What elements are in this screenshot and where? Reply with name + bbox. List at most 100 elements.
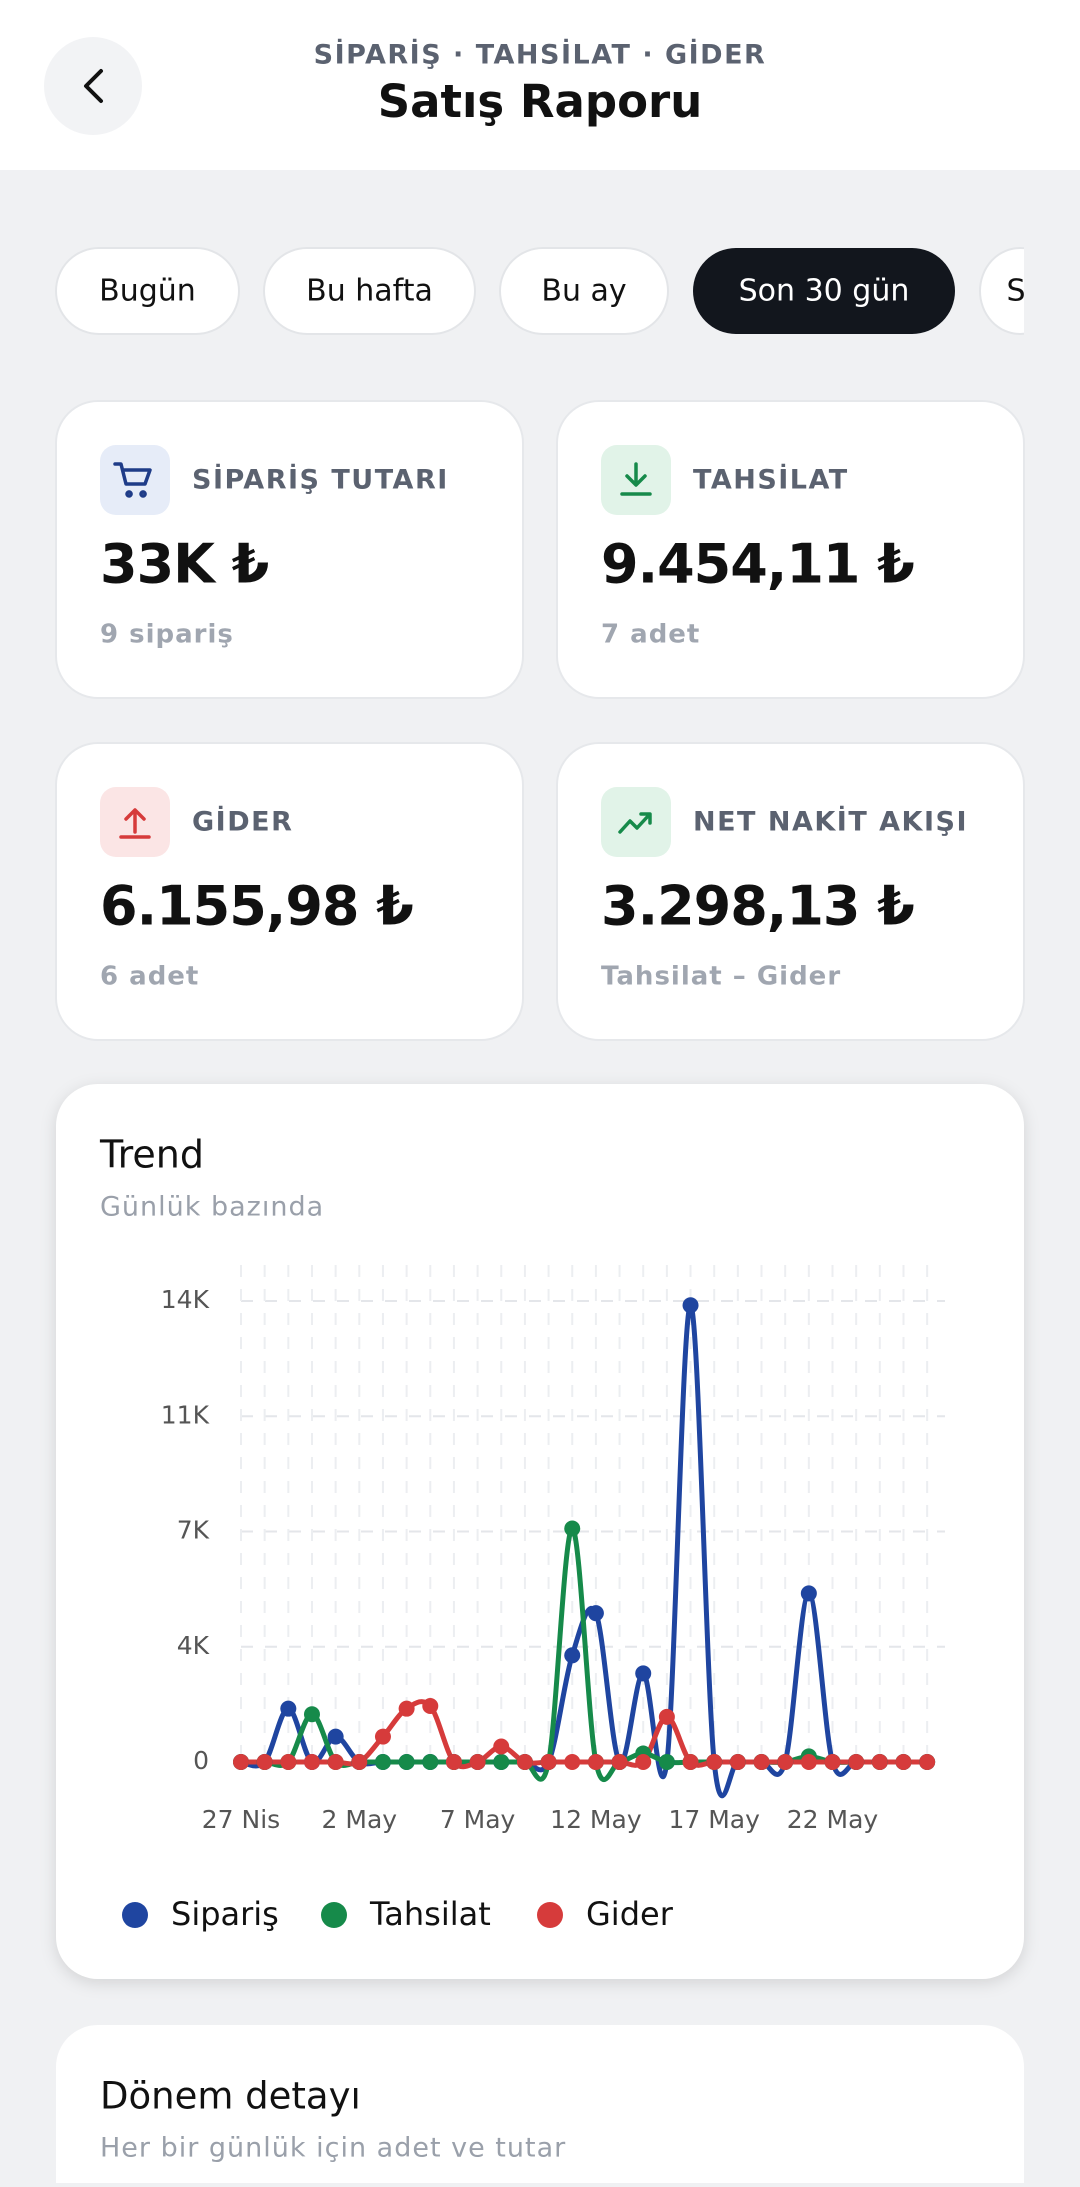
legend-label: Gider: [586, 1895, 674, 1933]
stat-card: [55, 400, 524, 699]
series-point: [280, 1754, 297, 1770]
series-point: [374, 1728, 391, 1745]
back-icon: [84, 69, 103, 103]
stat-card: [55, 742, 524, 1041]
x-tick-label: 27 Nis: [202, 1805, 280, 1834]
stat-icon-bg: [601, 787, 671, 857]
stat-icon-bg: [100, 445, 170, 515]
series-point: [800, 1754, 817, 1770]
series-point: [493, 1754, 510, 1770]
period-chip[interactable]: [499, 247, 669, 335]
series-point: [564, 1647, 581, 1664]
stat-value: 33K ₺: [100, 533, 269, 596]
y-tick-label: 14K: [161, 1285, 210, 1314]
series-point: [777, 1754, 794, 1770]
series-point: [729, 1754, 746, 1770]
series-point: [682, 1297, 699, 1314]
series-point: [422, 1698, 439, 1715]
series-point: [327, 1754, 344, 1770]
period-label: S: [1006, 274, 1025, 309]
stat-icon: [620, 462, 652, 496]
back-button[interactable]: [44, 37, 142, 135]
series-point: [540, 1754, 557, 1770]
series-point: [658, 1708, 675, 1725]
period-label: Bu ay: [541, 274, 626, 309]
series-point: [848, 1754, 865, 1770]
stat-label: NET NAKİT AKIŞI: [693, 806, 968, 838]
stat-sub: 9 sipariş: [100, 620, 234, 650]
stat-icon: [618, 812, 652, 834]
period-label: Bu hafta: [306, 274, 433, 309]
series-point: [493, 1738, 510, 1755]
stat-icon: [113, 462, 152, 498]
period-chip[interactable]: [263, 247, 476, 335]
chart-subtitle: Günlük bazında: [100, 1192, 324, 1223]
series-point: [469, 1754, 486, 1770]
series-point: [398, 1754, 415, 1770]
legend-dot: [122, 1902, 148, 1928]
x-tick-label: 17 May: [668, 1805, 760, 1834]
y-tick-label: 0: [193, 1746, 209, 1775]
chart-title: Trend: [99, 1133, 204, 1177]
series-point: [398, 1700, 415, 1717]
series-point: [753, 1754, 770, 1770]
legend-dot: [321, 1902, 347, 1928]
detail-card: [56, 2025, 1024, 2187]
series-point: [871, 1754, 888, 1770]
series-point: [327, 1728, 344, 1745]
stat-card: [556, 400, 1025, 699]
x-tick-label: 2 May: [322, 1805, 398, 1834]
series-point: [256, 1754, 273, 1770]
series-point: [895, 1754, 912, 1770]
series-point: [351, 1754, 368, 1770]
header: [0, 0, 1080, 170]
stat-label: SİPARİŞ TUTARI: [192, 464, 449, 496]
stat-value: 3.298,13 ₺: [601, 875, 914, 938]
stat-value: 6.155,98 ₺: [100, 875, 413, 938]
series-point: [445, 1754, 462, 1770]
series-point: [611, 1754, 628, 1770]
stat-icon: [119, 808, 151, 839]
chip-clip: [1024, 240, 1080, 340]
stat-value: 9.454,11 ₺: [601, 533, 914, 596]
series-point: [303, 1706, 320, 1723]
y-tick-label: 7K: [177, 1516, 210, 1545]
series-point: [658, 1754, 675, 1770]
series-point: [303, 1754, 320, 1770]
series-point: [280, 1700, 297, 1717]
period-label: Son 30 gün: [739, 274, 910, 309]
series-point: [635, 1665, 652, 1682]
legend-label: Tahsilat: [369, 1895, 491, 1933]
series-point: [374, 1754, 391, 1770]
period-chip[interactable]: [55, 247, 240, 335]
series-point: [824, 1754, 841, 1770]
y-tick-label: 4K: [177, 1631, 210, 1660]
legend-dot: [537, 1902, 563, 1928]
x-tick-label: 22 May: [787, 1805, 879, 1834]
series-point: [422, 1754, 439, 1770]
detail-subtitle: Her bir günlük için adet ve tutar: [100, 2133, 566, 2164]
period-label: Bugün: [99, 274, 196, 309]
stat-sub: 6 adet: [100, 962, 199, 992]
x-tick-label: 7 May: [440, 1805, 516, 1834]
header-subtitle: SİPARİŞ · TAHSİLAT · GİDER: [314, 39, 767, 71]
series-point: [706, 1754, 723, 1770]
series-point: [587, 1754, 604, 1770]
stat-sub: 7 adet: [601, 620, 700, 650]
series-point: [919, 1754, 936, 1770]
header-title: Satış Raporu: [378, 75, 703, 128]
series-point: [682, 1754, 699, 1770]
y-tick-label: 11K: [161, 1400, 210, 1429]
series-point: [564, 1754, 581, 1770]
series-point: [800, 1585, 817, 1602]
legend-label: Sipariş: [171, 1895, 279, 1933]
stat-card: [556, 742, 1025, 1041]
stat-label: TAHSİLAT: [693, 464, 849, 496]
stat-label: GİDER: [192, 806, 293, 838]
stat-sub: Tahsilat – Gider: [601, 962, 841, 992]
series-point: [516, 1754, 533, 1770]
period-chip[interactable]: [693, 248, 955, 334]
series-point: [587, 1605, 604, 1622]
